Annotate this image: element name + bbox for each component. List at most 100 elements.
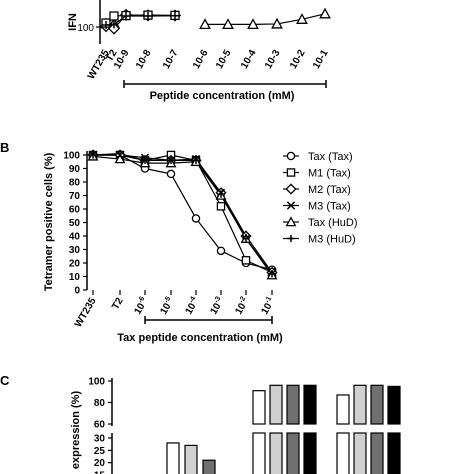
panel-b-marker-square	[216, 202, 226, 211]
panel-b-marker-circle	[166, 169, 176, 179]
panel-c-bar-upper	[269, 384, 283, 425]
panel-b-y-tick-label: 70	[69, 191, 81, 202]
panel-b-x-tick-label: 10-1	[259, 295, 278, 316]
panel-b-y-tick-label: 60	[69, 205, 81, 216]
panel-b-x-tick-label: 10-5	[158, 295, 177, 316]
panel-a-x-tick-label: 10-3	[263, 48, 283, 71]
panel-b-legend-marker-triangle	[285, 216, 297, 227]
panel-a-y-label: IFN	[67, 13, 79, 31]
panel-a-x-tick-label: 10-1	[311, 48, 331, 71]
panel-b-legend-marker-circle	[286, 151, 296, 161]
panel-b-series-line	[93, 154, 273, 273]
panel-b-legend-label: Tax (Tax)	[308, 151, 353, 163]
panel-c-bar-lower	[303, 432, 317, 474]
panel-b-y-tick-label: 30	[69, 245, 81, 256]
panel-c-bar-lower	[269, 432, 283, 474]
panel-c-bar-upper	[286, 384, 300, 425]
panel-b-y-tick-label: 0	[74, 286, 80, 297]
panel-c-y-tick-label: 60	[94, 420, 106, 431]
panel-b-letter: B	[0, 140, 9, 155]
panel-b-bracket	[144, 316, 273, 324]
panel-c-bar	[166, 442, 180, 474]
panel-a-x-tick-label: 10-5	[214, 48, 234, 71]
panel-b-y-tick-label: 50	[69, 218, 81, 229]
panel-b-marker-square	[241, 256, 251, 265]
panel-b-series-line	[92, 153, 273, 275]
panel-c-y-tick-label: 30	[94, 434, 106, 445]
panel-b-series-line	[93, 154, 273, 271]
panel-a-marker-triangle	[247, 18, 259, 30]
panel-c-bar-upper	[370, 384, 384, 425]
panel-b-marker-plus	[192, 156, 200, 164]
panel-c-bar-lower	[336, 432, 350, 474]
panel-a-series-line	[205, 13, 326, 25]
panel-b-y-label: Tetramer positive cells (%)	[43, 152, 55, 291]
panel-c-letter: C	[0, 373, 10, 388]
panel-c-bar-lower	[286, 432, 300, 474]
panel-a-x-tick-label: 10-6	[191, 48, 211, 71]
panel-b-y-tick-label: 100	[63, 151, 80, 162]
panel-b-marker-plus	[116, 150, 124, 158]
panel-c-bar-upper	[303, 384, 317, 425]
panel-b-x-tick-label: T2	[110, 296, 126, 312]
panel-a-marker-plus	[144, 12, 152, 20]
panel-c-y-tick-label: 80	[94, 398, 106, 409]
panel-a-marker-plus	[171, 11, 179, 20]
panel-b-marker-triangle	[114, 153, 126, 164]
panel-a-x-tick-label: 10-4	[239, 48, 259, 71]
panel-b-marker-plus	[242, 235, 250, 243]
panel-a-marker-triangle	[271, 17, 283, 29]
panel-b-legend-label: M2 (Tax)	[308, 184, 351, 196]
panel-b-x-tick-label: 10-4	[183, 295, 202, 316]
panel-c-bar-lower	[387, 432, 401, 474]
panel-b-y-tick-label: 90	[69, 164, 81, 175]
panel-b-marker-plus	[89, 151, 97, 159]
panel-b-series-line	[93, 154, 273, 275]
panel-a-marker-triangle	[199, 18, 211, 30]
panel-b-legend-marker-x	[286, 201, 296, 210]
panel-b-marker-circle	[191, 214, 201, 223]
panel-c-bar-lower	[252, 432, 266, 474]
panel-a-marker-plus	[110, 20, 118, 29]
panel-a-x-tick-label: 10-8	[134, 48, 154, 71]
panel-b-legend-marker-square	[286, 168, 296, 177]
panel-b-y-tick-label: 10	[69, 272, 81, 283]
panel-b-legend-label: M3 (Tax)	[308, 201, 351, 213]
panel-c-y-tick-label: 25	[94, 446, 106, 457]
panel-a-marker-triangle	[296, 13, 308, 24]
panel-a-marker-plus	[102, 21, 110, 30]
panel-b-marker-plus	[217, 190, 225, 198]
panel-b-marker-circle	[216, 246, 226, 256]
panel-b-x-tick-label: WT235	[73, 296, 99, 330]
panel-a-x-tick-label: T2	[104, 48, 120, 64]
panel-b-bracket-label: Tax peptide concentration (mM)	[117, 332, 283, 344]
panel-b-y-tick-label: 40	[69, 232, 81, 243]
panel-a-marker-triangle	[319, 7, 331, 19]
panel-c-bar	[202, 459, 216, 474]
panel-b-x-tick-label: 10-6	[132, 295, 151, 316]
panel-c-y-tick-label: 100	[88, 377, 105, 388]
panel-a-marker-square	[109, 11, 119, 21]
panel-a-marker-plus	[122, 12, 130, 20]
panel-c-bar	[184, 444, 198, 474]
panel-a-bracket	[123, 80, 327, 88]
panel-a-marker-triangle	[222, 18, 234, 30]
panel-b-x-tick-label: 10-2	[233, 295, 252, 316]
panel-b-marker-plus	[167, 156, 175, 164]
panel-c-bar-upper	[353, 384, 367, 425]
panel-b-y-tick-label: 20	[69, 259, 81, 270]
panel-a-x-tick-label: 10-2	[288, 48, 308, 71]
panel-b-legend-label: M1 (Tax)	[308, 168, 351, 180]
panel-b-marker-plus	[268, 270, 276, 278]
panel-b-chart: B 0 10 20 30 40 50 60 70 80 90 100 Tetramer positive…	[0, 140, 358, 344]
panel-b-marker-plus	[141, 156, 149, 164]
panel-a-x-tick-label: 10-7	[161, 48, 181, 71]
panel-c-bar-upper	[336, 394, 350, 425]
panel-c-y-tick-label: 20	[94, 458, 106, 469]
panel-c-bar-upper	[387, 385, 401, 425]
panel-c-bar-upper	[252, 390, 266, 425]
panel-c-y-label: expression (%)	[70, 391, 82, 470]
panel-b-legend-marker-diamond	[285, 183, 297, 195]
